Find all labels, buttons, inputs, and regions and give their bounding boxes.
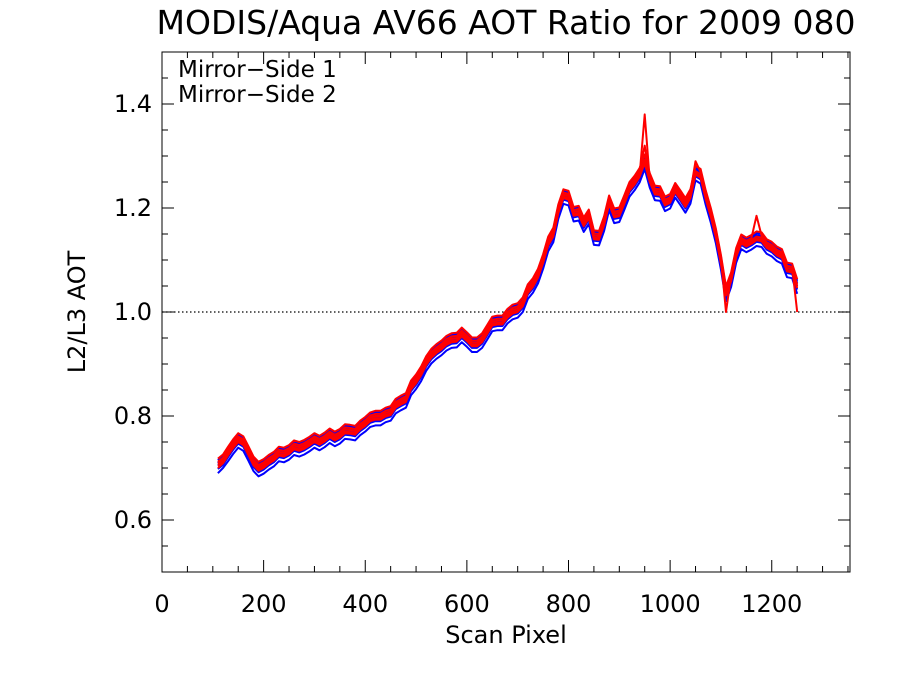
series-group [217, 113, 799, 478]
y-axis-label: L2/L3 AOT [63, 250, 91, 373]
legend-entry-mirror-side-2: Mirror−Side 2 [178, 82, 337, 108]
series-line-mirror-side-2-8 [217, 113, 799, 470]
x-tick-label: 800 [546, 590, 592, 618]
legend: Mirror−Side 1 Mirror−Side 2 [178, 57, 337, 108]
x-tick-label: 400 [342, 590, 388, 618]
axis-ticks [161, 52, 850, 572]
x-tick-label: 600 [444, 590, 490, 618]
x-tick-label: 1000 [640, 590, 701, 618]
chart-title: MODIS/Aqua AV66 AOT Ratio for 2009 080 [157, 3, 856, 42]
x-tick-label: 1200 [741, 590, 802, 618]
legend-entry-mirror-side-1: Mirror−Side 1 [178, 57, 337, 83]
tick-labels: 0 200 400 600 800 1000 1200 0.6 0.8 1.0 1.2 1.4 [114, 90, 802, 618]
x-axis-label: Scan Pixel [445, 621, 567, 649]
y-tick-label: 0.6 [114, 506, 152, 534]
y-tick-label: 0.8 [114, 402, 152, 430]
x-tick-label: 0 [154, 590, 169, 618]
x-tick-label: 200 [241, 590, 287, 618]
series-line-mirror-side-2-7 [217, 153, 799, 463]
y-tick-label: 1.4 [114, 90, 152, 118]
series-line-mirror-side-2-9 [217, 144, 799, 466]
y-tick-label: 1.0 [114, 298, 152, 326]
y-tick-label: 1.2 [114, 194, 152, 222]
